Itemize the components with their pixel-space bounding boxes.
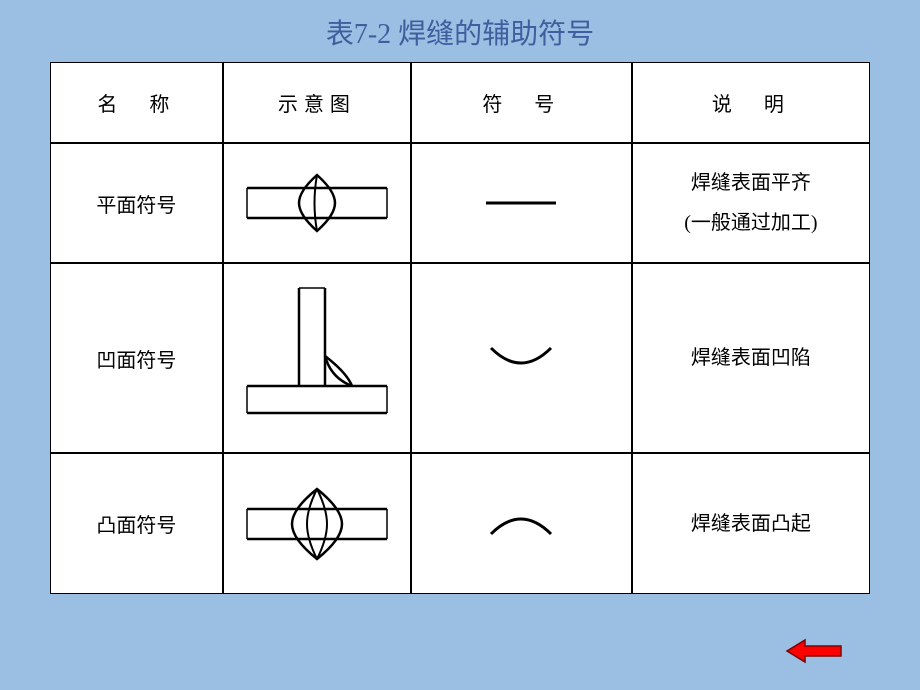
row2-description: 焊缝表面凹陷	[632, 263, 869, 453]
header-symbol: 符 号	[411, 63, 632, 143]
row3-schematic	[223, 453, 411, 593]
weld-symbol-table: 名 称 示意图 符 号 说 明 平面符号	[50, 62, 870, 594]
row1-schematic	[223, 143, 411, 263]
row1-name: 平面符号	[51, 143, 223, 263]
flat-butt-schematic-icon	[237, 163, 397, 243]
header-schematic: 示意图	[223, 63, 411, 143]
back-arrow-icon	[785, 637, 845, 665]
header-description: 说 明	[632, 63, 869, 143]
convex-butt-schematic-icon	[237, 479, 397, 569]
row3-description: 焊缝表面凸起	[632, 453, 869, 593]
table-row: 平面符号	[51, 143, 869, 263]
desc-line2: (一般通过加工)	[684, 212, 817, 234]
row1-symbol	[411, 143, 632, 263]
flat-line-symbol-icon	[461, 183, 581, 223]
back-arrow-button[interactable]	[785, 637, 845, 670]
row1-description: 焊缝表面平齐 (一般通过加工)	[632, 143, 869, 263]
table-title: 表7-2 焊缝的辅助符号	[50, 12, 870, 52]
table-row: 凸面符号	[51, 453, 869, 593]
row3-symbol	[411, 453, 632, 593]
desc-line1: 焊缝表面平齐	[691, 172, 811, 194]
row2-schematic	[223, 263, 411, 453]
concave-arc-symbol-icon	[461, 328, 581, 388]
header-name: 名 称	[51, 63, 223, 143]
row2-symbol	[411, 263, 632, 453]
convex-arc-symbol-icon	[461, 494, 581, 554]
concave-tee-schematic-icon	[237, 278, 397, 438]
header-row: 名 称 示意图 符 号 说 明	[51, 63, 869, 143]
row2-name: 凹面符号	[51, 263, 223, 453]
table-row: 凹面符号	[51, 263, 869, 453]
row3-name: 凸面符号	[51, 453, 223, 593]
